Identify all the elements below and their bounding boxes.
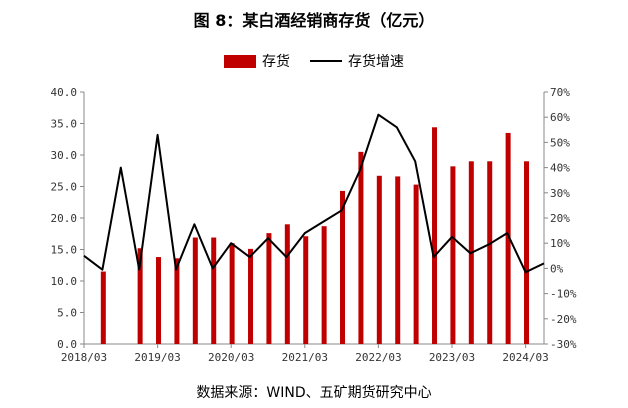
y-right-tick-label: -20% — [550, 313, 577, 326]
y-right-tick-label: 50% — [550, 136, 570, 149]
x-tick-label: 2020/03 — [208, 351, 254, 364]
line-inventory-growth — [83, 113, 545, 274]
y-right-tick-label: -10% — [550, 288, 577, 301]
bar-inventory — [487, 161, 493, 344]
x-tick-label: 2022/03 — [355, 351, 401, 364]
legend: 存货 存货增速 — [0, 50, 628, 72]
y-right-tick-label: 40% — [550, 162, 570, 175]
y-left-tick-label: 35.0 — [51, 118, 78, 131]
y-left-tick-label: 15.0 — [51, 244, 78, 257]
bar-inventory — [156, 257, 162, 344]
bar-inventory — [303, 236, 309, 344]
y-left-tick-label: 40.0 — [51, 86, 78, 99]
source-note: 数据来源：WIND、五矿期货研究中心 — [196, 385, 432, 401]
bar-inventory — [211, 237, 217, 344]
y-right-tick-label: 60% — [550, 111, 570, 124]
legend-label-inventory: 存货 — [262, 54, 290, 70]
legend-item-growth: 存货增速 — [310, 51, 404, 71]
bar-inventory — [432, 127, 438, 344]
x-tick-label: 2024/03 — [502, 351, 548, 364]
bar-inventory — [376, 175, 382, 344]
bar-inventory — [284, 224, 290, 344]
x-tick-label: 2019/03 — [134, 351, 180, 364]
bar-inventory — [137, 248, 143, 344]
bar-inventory — [266, 233, 272, 344]
bar-inventory — [340, 190, 346, 344]
legend-swatch-bar — [224, 54, 256, 68]
y-left-tick-label: 10.0 — [51, 275, 78, 288]
y-right-tick-label: 10% — [550, 237, 570, 250]
chart-title: 图 8：某白酒经销商存货（亿元） — [193, 11, 435, 30]
y-left-tick-label: 0.0 — [57, 338, 77, 351]
y-right-tick-label: -30% — [550, 338, 577, 351]
x-tick-label: 2023/03 — [429, 351, 475, 364]
y-left-tick-label: 25.0 — [51, 181, 78, 194]
y-left-tick-label: 5.0 — [57, 307, 77, 320]
legend-item-inventory: 存货 — [224, 51, 290, 71]
bar-inventory — [505, 132, 511, 344]
bar-inventory — [395, 176, 401, 344]
bar-inventory — [450, 166, 456, 344]
y-right-tick-label: 70% — [550, 86, 570, 99]
x-tick-label: 2018/03 — [61, 351, 107, 364]
bar-inventory — [100, 271, 106, 344]
x-tick-label: 2021/03 — [282, 351, 328, 364]
bar-inventory — [229, 243, 235, 344]
legend-swatch-line — [310, 60, 342, 62]
bar-inventory — [524, 161, 530, 344]
y-left-tick-label: 20.0 — [51, 212, 78, 225]
y-right-tick-label: 0% — [550, 262, 564, 275]
bar-inventory — [174, 258, 180, 344]
y-right-tick-label: 20% — [550, 212, 570, 225]
bar-inventory — [413, 184, 419, 344]
y-left-tick-label: 30.0 — [51, 149, 78, 162]
bar-inventory — [248, 248, 254, 344]
y-right-tick-label: 30% — [550, 187, 570, 200]
bar-inventory — [321, 226, 327, 344]
bar-inventory — [192, 237, 198, 344]
bar-inventory — [358, 151, 364, 344]
legend-label-growth: 存货增速 — [348, 54, 404, 70]
